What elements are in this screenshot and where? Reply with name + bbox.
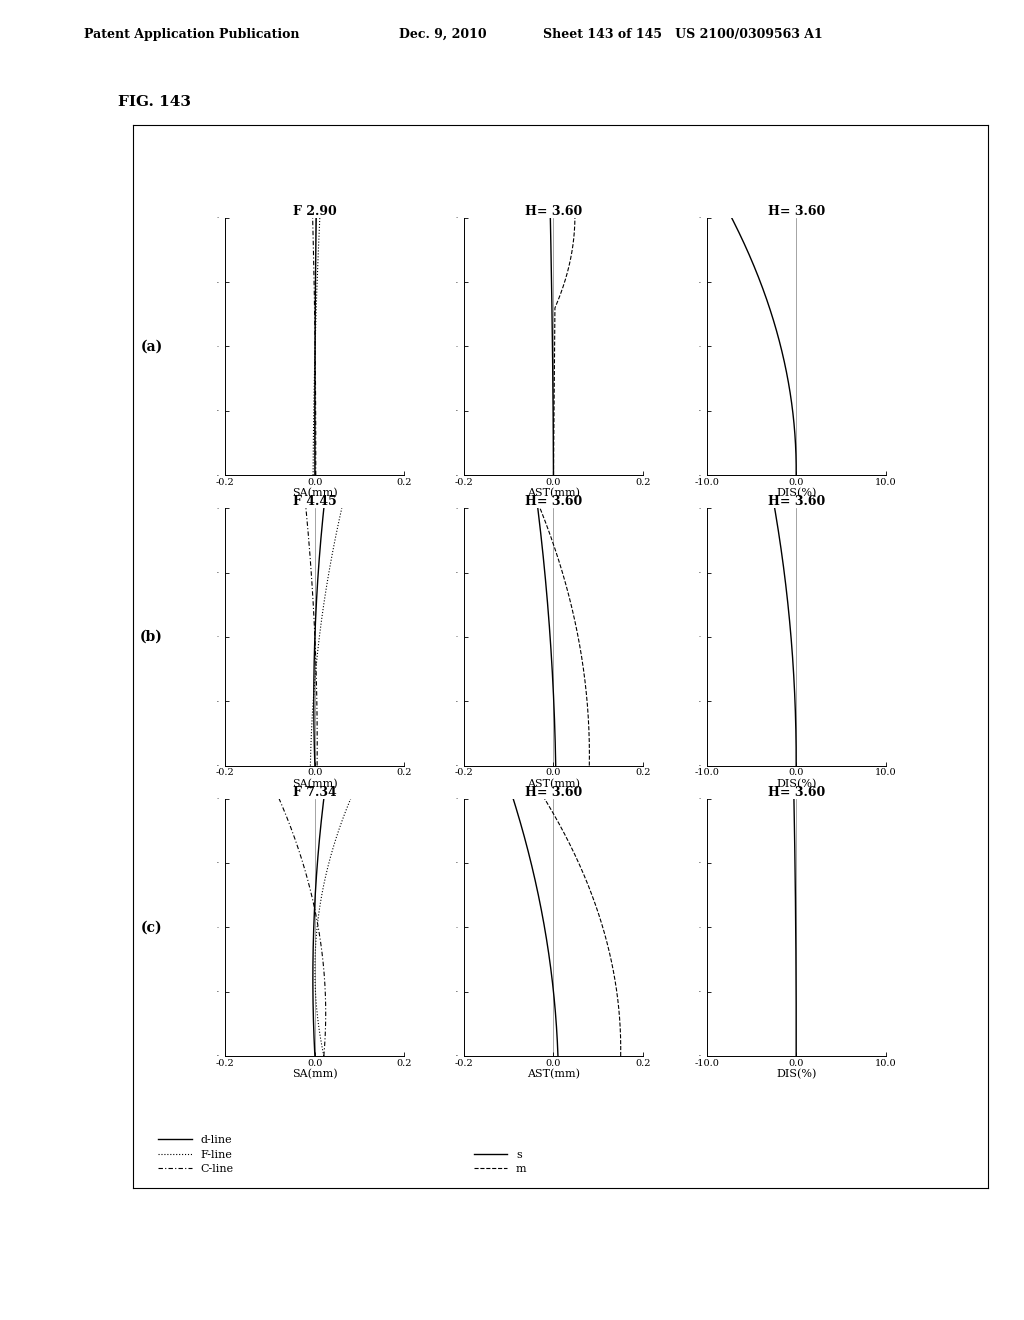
X-axis label: SA(mm): SA(mm): [292, 488, 338, 499]
X-axis label: AST(mm): AST(mm): [527, 488, 580, 499]
Title: H= 3.60: H= 3.60: [525, 495, 582, 508]
Title: F 7.34: F 7.34: [293, 785, 337, 799]
Title: H= 3.60: H= 3.60: [525, 785, 582, 799]
X-axis label: AST(mm): AST(mm): [527, 1069, 580, 1080]
X-axis label: DIS(%): DIS(%): [776, 488, 816, 499]
X-axis label: DIS(%): DIS(%): [776, 779, 816, 789]
Title: H= 3.60: H= 3.60: [768, 785, 824, 799]
Text: (b): (b): [140, 630, 163, 644]
Text: FIG. 143: FIG. 143: [118, 95, 190, 108]
Title: H= 3.60: H= 3.60: [768, 495, 824, 508]
X-axis label: DIS(%): DIS(%): [776, 1069, 816, 1080]
Text: (a): (a): [140, 339, 163, 354]
Text: Sheet 143 of 145   US 2100/0309563 A1: Sheet 143 of 145 US 2100/0309563 A1: [543, 28, 822, 41]
Title: F 4.45: F 4.45: [293, 495, 337, 508]
X-axis label: SA(mm): SA(mm): [292, 1069, 338, 1080]
Text: Dec. 9, 2010: Dec. 9, 2010: [399, 28, 487, 41]
Title: H= 3.60: H= 3.60: [525, 205, 582, 218]
Legend: s, m: s, m: [469, 1146, 531, 1179]
Title: F 2.90: F 2.90: [293, 205, 337, 218]
Title: H= 3.60: H= 3.60: [768, 205, 824, 218]
Text: Patent Application Publication: Patent Application Publication: [84, 28, 299, 41]
X-axis label: AST(mm): AST(mm): [527, 779, 580, 789]
Text: (c): (c): [140, 920, 163, 935]
X-axis label: SA(mm): SA(mm): [292, 779, 338, 789]
